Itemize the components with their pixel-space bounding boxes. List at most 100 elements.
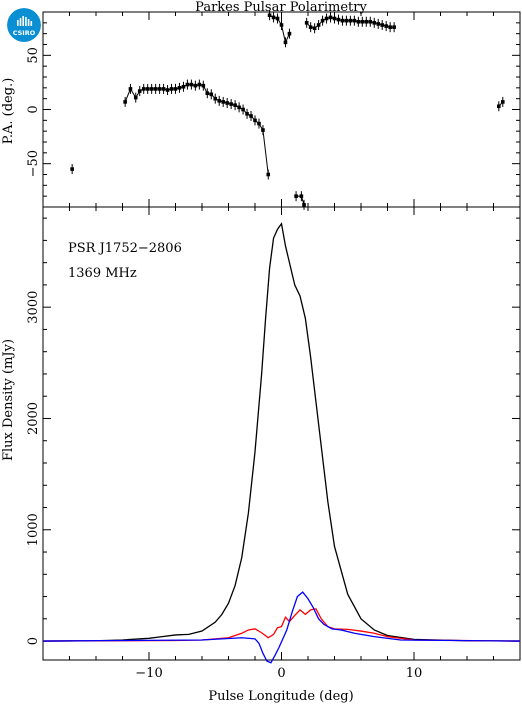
pa-data-point <box>128 87 133 91</box>
pa-data-point <box>336 17 341 22</box>
pa-data-point <box>185 82 190 87</box>
circular-polarization-line <box>42 591 521 664</box>
pa-connector <box>124 88 131 103</box>
position-angle-panel: −50 0 50 <box>26 10 521 210</box>
pa-data-point <box>266 172 271 177</box>
pa-data-point <box>388 25 392 29</box>
y-tick-label: 3000 <box>26 291 41 324</box>
y-tick-label: 50 <box>26 47 41 64</box>
y-tick-label: 2000 <box>26 402 41 435</box>
pa-data-point <box>217 99 222 103</box>
pa-data-point <box>157 87 162 91</box>
x-tick-label: 10 <box>406 666 423 681</box>
pa-data-point <box>304 21 309 25</box>
pa-data-point <box>332 16 337 21</box>
pa-data-point <box>257 121 261 126</box>
pa-data-point <box>245 112 249 116</box>
pa-data-point <box>364 19 369 24</box>
pa-y-axis-label: P.A. (deg.) <box>1 78 16 145</box>
pa-data-point <box>229 102 233 106</box>
pa-data-point <box>253 118 257 123</box>
csiro-logo-text: CSIRO <box>13 29 36 37</box>
pa-data-point <box>356 19 361 24</box>
pa-data-point <box>133 95 138 100</box>
pa-data-point <box>225 101 229 105</box>
y-tick-label: 0 <box>26 637 41 645</box>
pa-data-point <box>368 19 373 24</box>
pa-data-point <box>294 194 298 198</box>
pa-connector <box>262 130 269 175</box>
pa-data-point <box>302 203 306 207</box>
pa-data-point <box>149 87 154 91</box>
pa-data-point <box>271 15 276 20</box>
pa-data-point <box>237 105 241 110</box>
pa-data-point <box>241 107 245 112</box>
pa-data-point <box>177 86 182 90</box>
pa-data-point <box>360 19 365 24</box>
pa-data-point <box>123 100 127 104</box>
pa-data-point <box>213 96 218 101</box>
frequency-annotation: 1369 MHz <box>68 266 137 281</box>
pa-plot-frame <box>42 11 521 208</box>
pa-data-point <box>161 87 166 91</box>
pa-data-point <box>320 18 325 23</box>
pa-data-point <box>279 23 284 27</box>
y-tick-label: 1000 <box>26 513 41 546</box>
linear-polarization-line <box>42 608 521 642</box>
x-tick-label: 0 <box>277 666 285 681</box>
pa-data-point <box>181 84 186 89</box>
flux-density-panel: 0 1000 2000 3000 −10 0 10 <box>26 206 521 681</box>
pa-data-point <box>209 92 214 97</box>
pa-data-point <box>312 26 317 31</box>
pa-data-point <box>328 15 333 20</box>
pa-data-point <box>153 87 158 91</box>
pa-data-point <box>344 18 349 23</box>
total-intensity-line <box>42 222 521 642</box>
pa-data-point <box>193 83 198 88</box>
pa-connector <box>281 24 286 43</box>
x-tick-label: −10 <box>135 666 162 681</box>
pa-data-point <box>275 16 280 21</box>
y-tick-label: 0 <box>26 105 41 113</box>
flux-y-axis-label: Flux Density (mJy) <box>1 339 16 461</box>
pa-data-point <box>352 18 357 23</box>
pa-data-point <box>384 24 388 28</box>
pa-data-point <box>70 167 74 171</box>
pa-data-point <box>324 16 329 21</box>
pa-data-point <box>287 31 292 36</box>
pa-data-point <box>299 194 304 198</box>
pa-data-point <box>137 89 142 93</box>
pa-data-point <box>165 88 170 92</box>
pa-data-point <box>348 18 353 23</box>
pa-data-point <box>340 18 345 23</box>
x-axis-label: Pulse Longitude (deg) <box>208 689 353 704</box>
pa-data-point <box>221 100 225 104</box>
pa-data-point <box>145 87 150 91</box>
pa-data-point <box>372 21 377 25</box>
pa-data-point <box>201 83 206 88</box>
pa-data-point <box>497 104 501 109</box>
pa-data-point <box>197 82 202 87</box>
pa-data-point <box>249 114 253 118</box>
pa-data-point <box>267 13 272 18</box>
pa-data-point <box>169 87 174 91</box>
csiro-logo: CSIRO <box>7 8 41 42</box>
pulsar-name-annotation: PSR J1752−2806 <box>68 241 182 256</box>
pa-data-point <box>189 82 194 87</box>
chart-title: Parkes Pulsar Polarimetry <box>195 0 367 15</box>
pa-data-point <box>500 100 505 104</box>
pa-data-point <box>173 87 178 91</box>
pa-data-point <box>233 103 237 107</box>
pa-data-point <box>316 23 321 27</box>
pa-data-point <box>392 25 396 29</box>
pa-data-point <box>205 91 210 96</box>
csiro-logo-bars <box>17 16 33 26</box>
pa-data-point <box>283 40 288 45</box>
y-tick-label: −50 <box>26 150 41 177</box>
pa-data-point <box>141 87 146 91</box>
pa-data-point <box>308 25 313 29</box>
pa-data-point <box>376 22 381 26</box>
pa-data-point <box>380 23 384 27</box>
pa-data-point <box>261 128 265 132</box>
